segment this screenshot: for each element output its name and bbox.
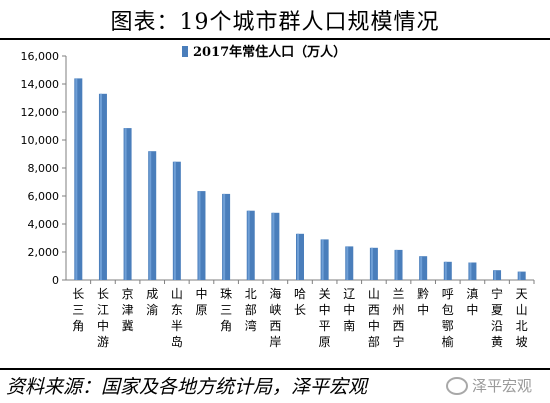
bar	[222, 193, 231, 280]
bar-chart: 0 2,000 4,000 6,000 8,000 10,000 12,000 14,000 1…	[21, 44, 535, 349]
bar	[443, 261, 452, 280]
bar	[394, 249, 403, 280]
bar-highlight	[469, 262, 472, 280]
bar-highlight	[494, 270, 497, 280]
y-tick-label: 6,000	[28, 190, 60, 203]
x-tick-label: 长三角	[72, 287, 84, 333]
y-tick-label: 16,000	[21, 50, 60, 63]
y-tick-label: 12,000	[21, 106, 60, 119]
bar-highlight	[370, 247, 373, 280]
bar-highlight	[297, 233, 299, 280]
bar-highlight	[321, 239, 324, 280]
x-tick-label: 黔中	[417, 286, 429, 317]
x-tick-label: 长江中游	[97, 287, 109, 349]
bar-highlight	[198, 191, 201, 280]
bar	[197, 191, 206, 280]
bar-highlight	[420, 256, 423, 280]
legend-swatch	[182, 46, 188, 57]
bar	[517, 271, 526, 280]
bar	[320, 239, 329, 280]
x-tick-label: 成渝	[146, 287, 158, 317]
bar-highlight	[99, 93, 102, 280]
source-note: 资料来源：国家及各地方统计局，泽平宏观	[6, 376, 368, 398]
x-tick-label: 兰州西宁	[393, 287, 405, 349]
y-tick-label: 10,000	[21, 134, 60, 147]
watermark: 泽平宏观	[446, 375, 532, 396]
y-tick-label: 0	[52, 274, 59, 287]
y-tick-label: 2,000	[28, 246, 60, 259]
x-tick-label: 滇中	[466, 287, 478, 317]
bar	[419, 256, 428, 280]
legend-label: 2017年常住人口（万人）	[193, 44, 346, 60]
y-tick-label: 14,000	[21, 78, 60, 91]
x-tick-label: 宁夏沿黄	[491, 286, 503, 349]
y-tick-label: 4,000	[28, 218, 60, 231]
x-tick-label: 辽中南	[343, 287, 355, 333]
bar	[345, 246, 354, 280]
x-tick-label: 天山北坡	[516, 287, 528, 349]
bar-highlight	[223, 193, 226, 280]
bar-highlight	[444, 261, 447, 280]
bar	[172, 161, 181, 280]
x-tick-label: 海峡西岸	[269, 286, 281, 349]
bar-highlight	[75, 78, 78, 281]
bar-highlight	[346, 246, 349, 280]
bar	[493, 270, 502, 280]
x-tick-label: 珠三角	[220, 287, 232, 333]
bar	[74, 78, 83, 281]
bar-highlight	[247, 210, 250, 280]
x-tick-label: 哈长	[294, 287, 306, 317]
bar	[246, 210, 255, 280]
bar-highlight	[149, 151, 152, 280]
x-tick-label: 呼包鄂榆	[442, 287, 454, 349]
wechat-icon	[446, 376, 468, 395]
bar-highlight	[173, 161, 176, 280]
bar	[98, 93, 107, 280]
bar	[148, 151, 157, 280]
bar	[369, 247, 378, 280]
x-tick-label: 北部湾	[245, 287, 257, 333]
chart-title: 图表：19个城市群人口规模情况	[110, 10, 440, 35]
title-divider	[0, 38, 550, 40]
y-tick-label: 8,000	[28, 162, 60, 175]
bar-highlight	[124, 128, 127, 280]
x-tick-label: 中原	[195, 286, 207, 317]
bar	[296, 233, 304, 280]
bar	[468, 262, 477, 280]
x-tick-label: 山西中部	[368, 287, 380, 349]
watermark-text: 泽平宏观	[472, 377, 533, 395]
bar	[271, 212, 280, 280]
x-tick-label: 山东半岛	[171, 287, 183, 349]
bar-highlight	[395, 249, 398, 280]
footer-divider	[0, 368, 550, 370]
x-tick-label: 京津冀	[122, 287, 134, 333]
bar	[123, 128, 132, 280]
x-tick-label: 关中平原	[319, 287, 331, 349]
bar-highlight	[518, 271, 521, 280]
bar-highlight	[272, 212, 275, 280]
